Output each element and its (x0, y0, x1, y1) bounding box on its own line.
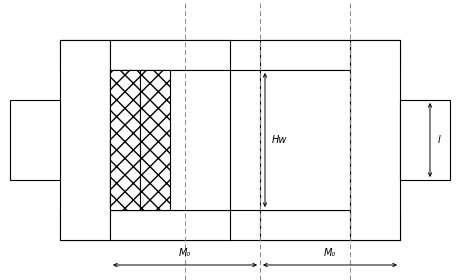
Text: l: l (437, 135, 440, 145)
Bar (10, 100, 60, 180)
Bar (60, 40, 399, 70)
Bar (110, 210, 230, 240)
Bar (110, 70, 140, 210)
Bar (259, 70, 349, 210)
Bar (110, 70, 230, 210)
Bar (399, 100, 449, 180)
Bar (60, 40, 110, 240)
Bar (60, 210, 399, 240)
Bar (259, 40, 349, 70)
Bar (349, 40, 399, 240)
Bar (140, 70, 169, 210)
Text: Hw: Hw (271, 135, 287, 145)
Text: M₀: M₀ (323, 248, 335, 258)
Text: M₀: M₀ (179, 248, 191, 258)
Bar (259, 210, 349, 240)
Bar (110, 40, 230, 70)
